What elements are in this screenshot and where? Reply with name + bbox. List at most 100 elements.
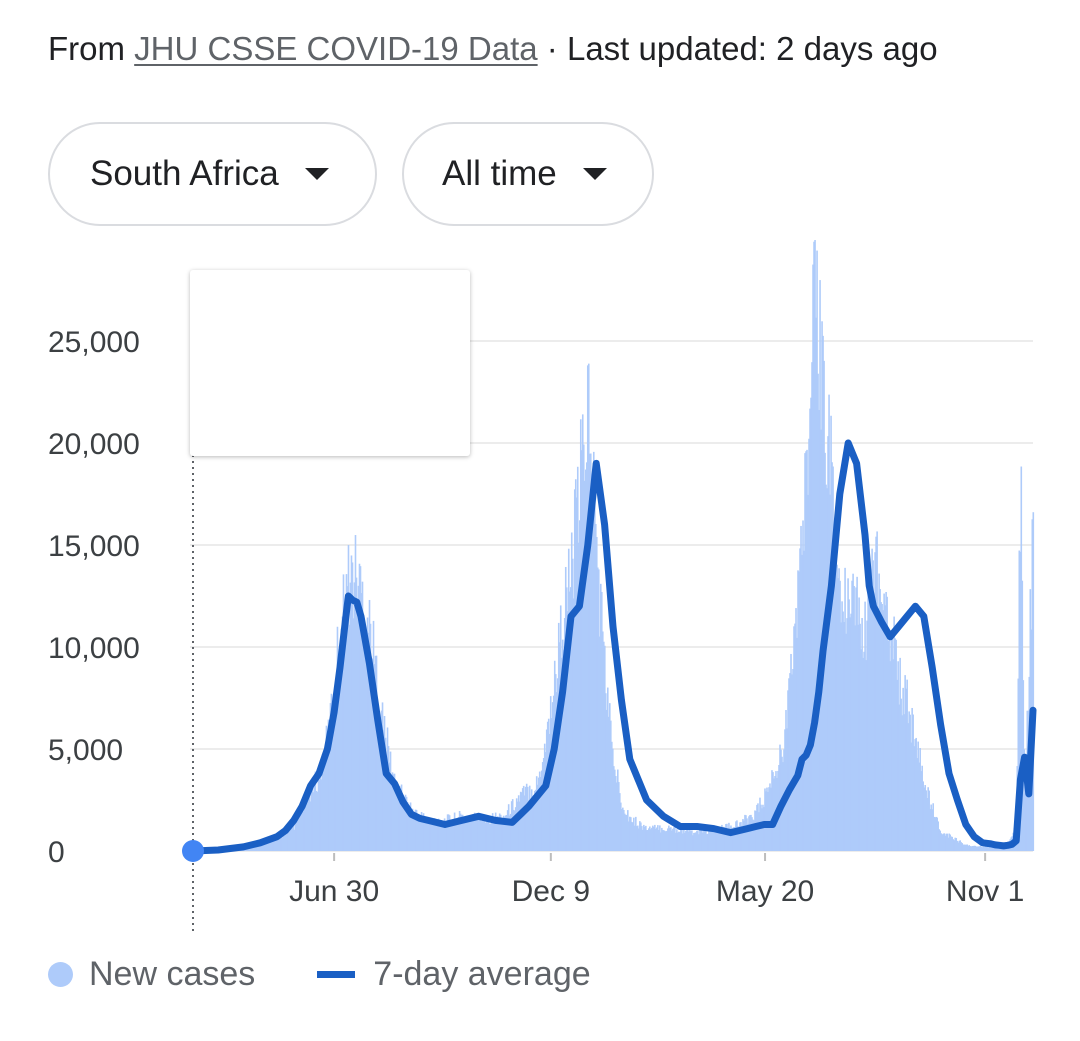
new-cases-bar: [848, 599, 850, 851]
new-cases-bar: [898, 704, 900, 851]
new-cases-bar: [841, 601, 843, 851]
new-cases-bar: [268, 842, 271, 851]
new-cases-bar: [391, 772, 394, 851]
new-cases-bar: [859, 623, 861, 851]
new-cases-bar: [383, 716, 386, 851]
x-tick-label: May 20: [716, 875, 814, 908]
new-cases-bar: [885, 592, 887, 851]
new-cases-bar: [296, 819, 299, 851]
new-cases-bar: [464, 816, 467, 851]
new-cases-bar: [629, 816, 631, 851]
new-cases-bar: [283, 835, 286, 851]
new-cases-bar: [716, 829, 718, 851]
new-cases-bar: [454, 819, 457, 851]
new-cases-bar: [319, 762, 322, 851]
new-cases-bar: [405, 796, 408, 851]
new-cases-bar: [414, 809, 417, 851]
new-cases-bar: [905, 688, 907, 851]
new-cases-legend-swatch: [48, 962, 73, 987]
new-cases-bar: [791, 674, 793, 851]
new-cases-bar: [985, 846, 988, 851]
new-cases-bar: [342, 574, 345, 851]
new-cases-bar: [309, 801, 312, 851]
new-cases-bar: [281, 837, 284, 851]
new-cases-bar: [869, 577, 871, 851]
new-cases-bar: [586, 365, 589, 851]
new-cases-bar: [278, 837, 281, 851]
new-cases-bar: [878, 573, 880, 851]
new-cases-bar: [485, 821, 488, 851]
new-cases-bar: [576, 466, 579, 851]
new-cases-bar: [1018, 550, 1021, 851]
new-cases-bar: [646, 830, 648, 851]
new-cases-bar: [861, 617, 863, 851]
new-cases-bar: [728, 822, 730, 851]
new-cases-bar: [363, 625, 366, 851]
new-cases-bar: [895, 639, 897, 851]
new-cases-bar: [793, 626, 795, 851]
new-cases-bar: [868, 573, 870, 851]
new-cases-bar: [291, 827, 294, 851]
new-cases-bar: [719, 829, 721, 851]
new-cases-bar: [753, 820, 755, 851]
new-cases-bar: [416, 814, 419, 851]
new-cases-bar: [892, 659, 894, 851]
new-cases-bar: [942, 833, 944, 851]
new-cases-bar: [838, 568, 840, 851]
new-cases-bar: [356, 608, 359, 851]
new-cases-bar: [680, 828, 682, 851]
new-cases-bar: [992, 846, 995, 851]
new-cases-bar: [504, 815, 507, 851]
new-cases-bar: [415, 809, 418, 851]
source-link[interactable]: JHU CSSE COVID-19 Data: [134, 30, 538, 67]
new-cases-bar: [627, 810, 629, 851]
new-cases-bar: [274, 837, 277, 851]
y-tick-label: 0: [48, 836, 65, 869]
new-cases-bar: [446, 814, 449, 851]
new-cases-bar: [645, 825, 647, 851]
new-cases-bar: [784, 729, 786, 851]
new-cases-bar: [643, 824, 645, 851]
new-cases-bar: [908, 711, 910, 851]
new-cases-bar: [514, 807, 517, 851]
new-cases-bar: [568, 591, 571, 851]
new-cases-bar: [799, 548, 801, 851]
new-cases-bar: [468, 816, 471, 851]
new-cases-bar: [1024, 768, 1027, 851]
new-cases-bar: [649, 826, 651, 851]
new-cases-bar: [613, 766, 615, 851]
new-cases-bar: [896, 679, 898, 851]
new-cases-bar: [943, 833, 945, 851]
cases-chart[interactable]: 0 5,000 10,000 15,000 20,000 25,000 Jun 30 Dec …: [0, 240, 1080, 940]
new-cases-bar: [856, 576, 858, 851]
new-cases-bar: [543, 743, 546, 851]
new-cases-bar: [572, 598, 575, 851]
new-cases-bar: [584, 469, 587, 851]
new-cases-bar: [700, 829, 702, 851]
new-cases-bar: [794, 623, 796, 851]
region-dropdown[interactable]: South Africa: [48, 122, 377, 226]
new-cases-bar: [951, 836, 954, 851]
new-cases-bar: [573, 489, 576, 851]
new-cases-bar: [710, 827, 712, 851]
new-cases-bar: [437, 818, 440, 851]
new-cases-bar: [734, 827, 736, 851]
chart-tooltip: [190, 270, 470, 456]
new-cases-bar: [554, 674, 557, 851]
new-cases-bar: [354, 535, 357, 851]
new-cases-bar: [618, 782, 620, 851]
new-cases-bar: [798, 571, 800, 851]
new-cases-bar: [279, 835, 282, 851]
new-cases-bar: [833, 542, 835, 851]
new-cases-bar: [963, 844, 966, 851]
new-cases-bar: [436, 822, 439, 851]
new-cases-bar: [370, 675, 373, 851]
new-cases-bar: [955, 837, 958, 851]
new-cases-bar: [371, 658, 374, 851]
new-cases-bar: [599, 583, 602, 851]
new-cases-bar: [882, 610, 884, 851]
time-range-dropdown[interactable]: All time: [402, 122, 654, 226]
new-cases-bar: [939, 830, 941, 851]
new-cases-bar: [918, 762, 920, 851]
new-cases-bar: [307, 795, 310, 851]
